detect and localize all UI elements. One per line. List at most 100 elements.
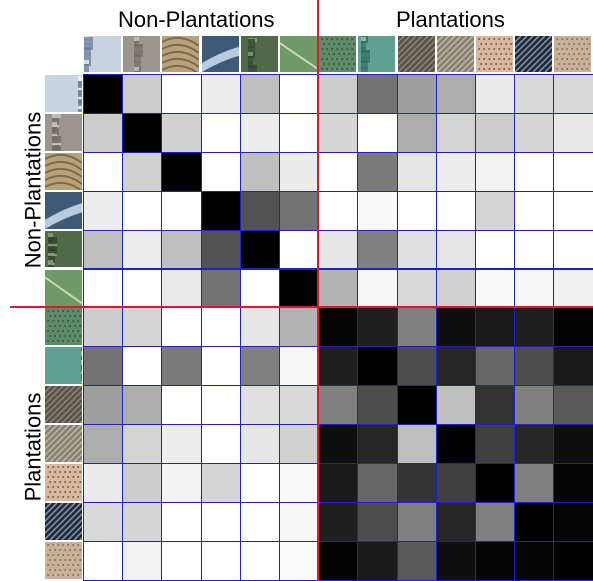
heatmap-cell — [475, 463, 516, 503]
heatmap-cell — [475, 424, 516, 464]
heatmap-cell — [553, 268, 593, 309]
heatmap-cell — [396, 112, 437, 153]
heatmap-cell — [122, 151, 163, 192]
vertical-group-divider — [317, 0, 320, 581]
column-thumbnail-p2-icon — [358, 36, 396, 72]
heatmap-cell — [161, 346, 202, 387]
heatmap-cell — [279, 151, 320, 192]
column-thumbnail-np4-icon — [201, 36, 239, 72]
heatmap-cell — [435, 229, 476, 270]
heatmap-cell — [396, 385, 437, 426]
heatmap-cell — [200, 463, 241, 503]
heatmap-cell — [279, 463, 320, 503]
heatmap-cell — [318, 307, 359, 348]
row-thumbnail-np6-icon — [45, 269, 82, 307]
heatmap-cell — [122, 268, 163, 309]
heatmap-cell — [514, 190, 555, 231]
heatmap-cell — [161, 112, 202, 153]
side-group-label-non-plantations: Non-Plantations — [19, 111, 45, 269]
heatmap-cell — [514, 268, 555, 309]
heatmap-cell — [200, 190, 241, 231]
column-thumbnail-np5-icon — [240, 36, 278, 72]
heatmap-cell — [435, 112, 476, 153]
heatmap-cell — [475, 501, 516, 542]
column-thumbnail-p4-icon — [436, 36, 474, 72]
heatmap-cell — [475, 190, 516, 231]
heatmap-cell — [357, 190, 398, 231]
heatmap-cell — [396, 501, 437, 542]
column-thumbnail-np1-icon — [84, 36, 121, 72]
heatmap-cell — [161, 268, 202, 309]
heatmap-cell — [122, 346, 163, 387]
row-thumbnail-p6-icon — [45, 502, 82, 540]
heatmap-cell — [553, 151, 593, 192]
heatmap-cell — [161, 229, 202, 270]
heatmap-cell — [435, 74, 476, 114]
horizontal-group-divider — [10, 306, 593, 309]
heatmap-cell — [200, 151, 241, 192]
heatmap-cell — [435, 385, 476, 426]
heatmap-cell — [475, 268, 516, 309]
heatmap-cell — [553, 112, 593, 153]
heatmap-cell — [161, 307, 202, 348]
heatmap-cell — [396, 190, 437, 231]
heatmap-cell — [357, 346, 398, 387]
heatmap-cell — [279, 229, 320, 270]
heatmap-cell — [279, 307, 320, 348]
heatmap-cell — [475, 307, 516, 348]
heatmap-cell — [239, 112, 280, 153]
heatmap-cell — [514, 540, 555, 581]
heatmap-cell — [514, 346, 555, 387]
column-thumbnail-p3-icon — [397, 36, 435, 72]
heatmap-cell — [357, 385, 398, 426]
heatmap-cell — [318, 151, 359, 192]
heatmap-cell — [396, 463, 437, 503]
heatmap-cell — [357, 424, 398, 464]
heatmap-cell — [318, 540, 359, 581]
row-thumbnail-p7-icon — [45, 541, 82, 579]
heatmap-cell — [357, 151, 398, 192]
heatmap-cell — [239, 463, 280, 503]
heatmap-cell — [396, 346, 437, 387]
heatmap-cell — [475, 229, 516, 270]
heatmap-cell — [200, 268, 241, 309]
row-thumbnail-p3-icon — [45, 386, 82, 424]
column-thumbnail-p6-icon — [515, 36, 553, 72]
heatmap-cell — [200, 307, 241, 348]
column-thumbnail-p1-icon — [319, 36, 357, 72]
heatmap-cell — [553, 385, 593, 426]
heatmap-cell — [200, 540, 241, 581]
column-thumbnail-p7-icon — [554, 36, 592, 72]
column-thumbnail-np2-icon — [123, 36, 161, 72]
heatmap-cell — [514, 151, 555, 192]
heatmap-cell — [435, 463, 476, 503]
heatmap-cell — [200, 424, 241, 464]
heatmap-cell — [239, 268, 280, 309]
heatmap-cell — [83, 151, 124, 192]
row-thumbnail-p2-icon — [45, 347, 82, 385]
heatmap-cell — [475, 346, 516, 387]
heatmap-cell — [318, 385, 359, 426]
heatmap-cell — [396, 74, 437, 114]
heatmap-cell — [122, 424, 163, 464]
side-group-label-plantations: Plantations — [19, 392, 45, 502]
heatmap-cell — [553, 307, 593, 348]
heatmap-cell — [435, 346, 476, 387]
heatmap-cell — [122, 540, 163, 581]
heatmap-cell — [83, 385, 124, 426]
heatmap-cell — [239, 190, 280, 231]
heatmap-cell — [239, 385, 280, 426]
heatmap-cell — [83, 190, 124, 231]
column-thumbnail-p5-icon — [476, 36, 513, 72]
heatmap-cell — [161, 540, 202, 581]
heatmap-cell — [396, 229, 437, 270]
row-thumbnail-p5-icon — [45, 464, 82, 501]
heatmap-cell — [200, 74, 241, 114]
row-thumbnail-np3-icon — [45, 152, 82, 190]
heatmap-cell — [435, 501, 476, 542]
heatmap-cell — [279, 268, 320, 309]
heatmap-cell — [553, 190, 593, 231]
heatmap-cell — [475, 385, 516, 426]
heatmap-cell — [396, 540, 437, 581]
heatmap-cell — [83, 501, 124, 542]
